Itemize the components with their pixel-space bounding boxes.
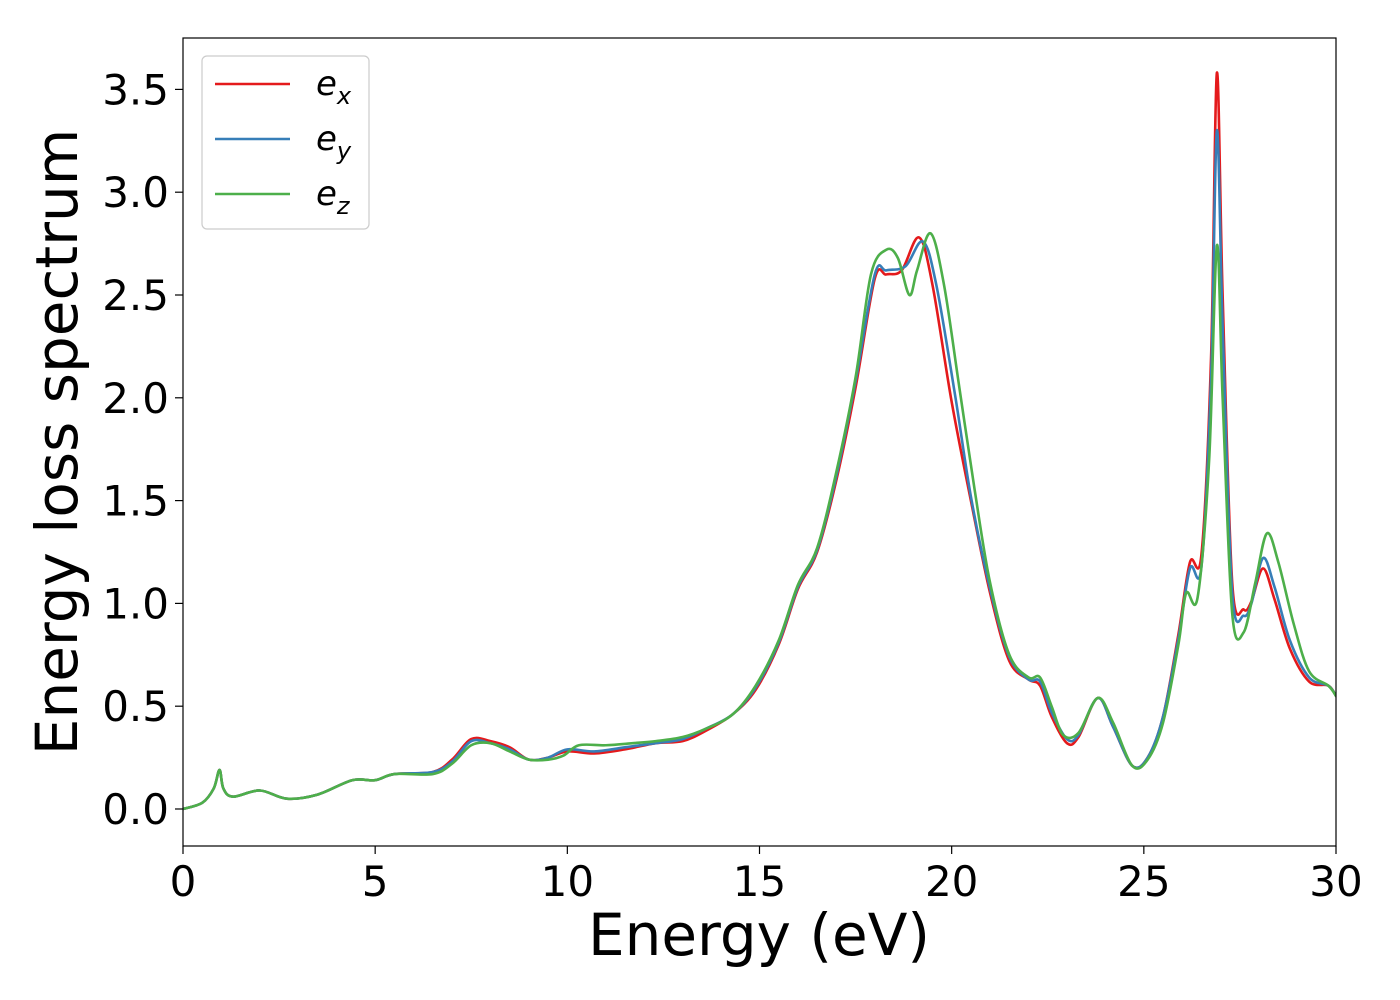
- y-tick-label: 0.5: [102, 682, 169, 731]
- y-tick-label: 0.0: [102, 785, 169, 834]
- x-tick-label: 25: [1117, 857, 1170, 906]
- legend-entry: ey: [316, 119, 352, 165]
- x-axis-label: Energy (eV): [588, 901, 930, 969]
- y-tick-label: 3.0: [102, 168, 169, 217]
- y-axis-label: Energy loss spectrum: [23, 129, 91, 755]
- x-tick-label: 10: [541, 857, 594, 906]
- y-tick-label: 1.0: [102, 579, 169, 628]
- x-tick-label: 5: [362, 857, 389, 906]
- series-layer: [183, 71, 1336, 811]
- y-tick-label: 2.0: [102, 374, 169, 423]
- x-tick-label: 20: [925, 857, 978, 906]
- x-ticks: 0 5 10 15 20 25 30: [170, 846, 1363, 906]
- plot-area: [183, 38, 1336, 846]
- x-tick-label: 15: [733, 857, 786, 906]
- y-tick-label: 1.5: [102, 477, 169, 526]
- y-ticks: 0.0 0.5 1.0 1.5 2.0 2.5 3.0 3.5: [102, 65, 183, 834]
- series-line-ez: [183, 232, 1336, 811]
- x-tick-label: 0: [170, 857, 197, 906]
- x-tick-label: 30: [1309, 857, 1362, 906]
- series-line-ey: [183, 129, 1336, 811]
- legend-box: [201, 55, 370, 230]
- y-tick-label: 2.5: [102, 271, 169, 320]
- y-tick-label: 3.5: [102, 65, 169, 114]
